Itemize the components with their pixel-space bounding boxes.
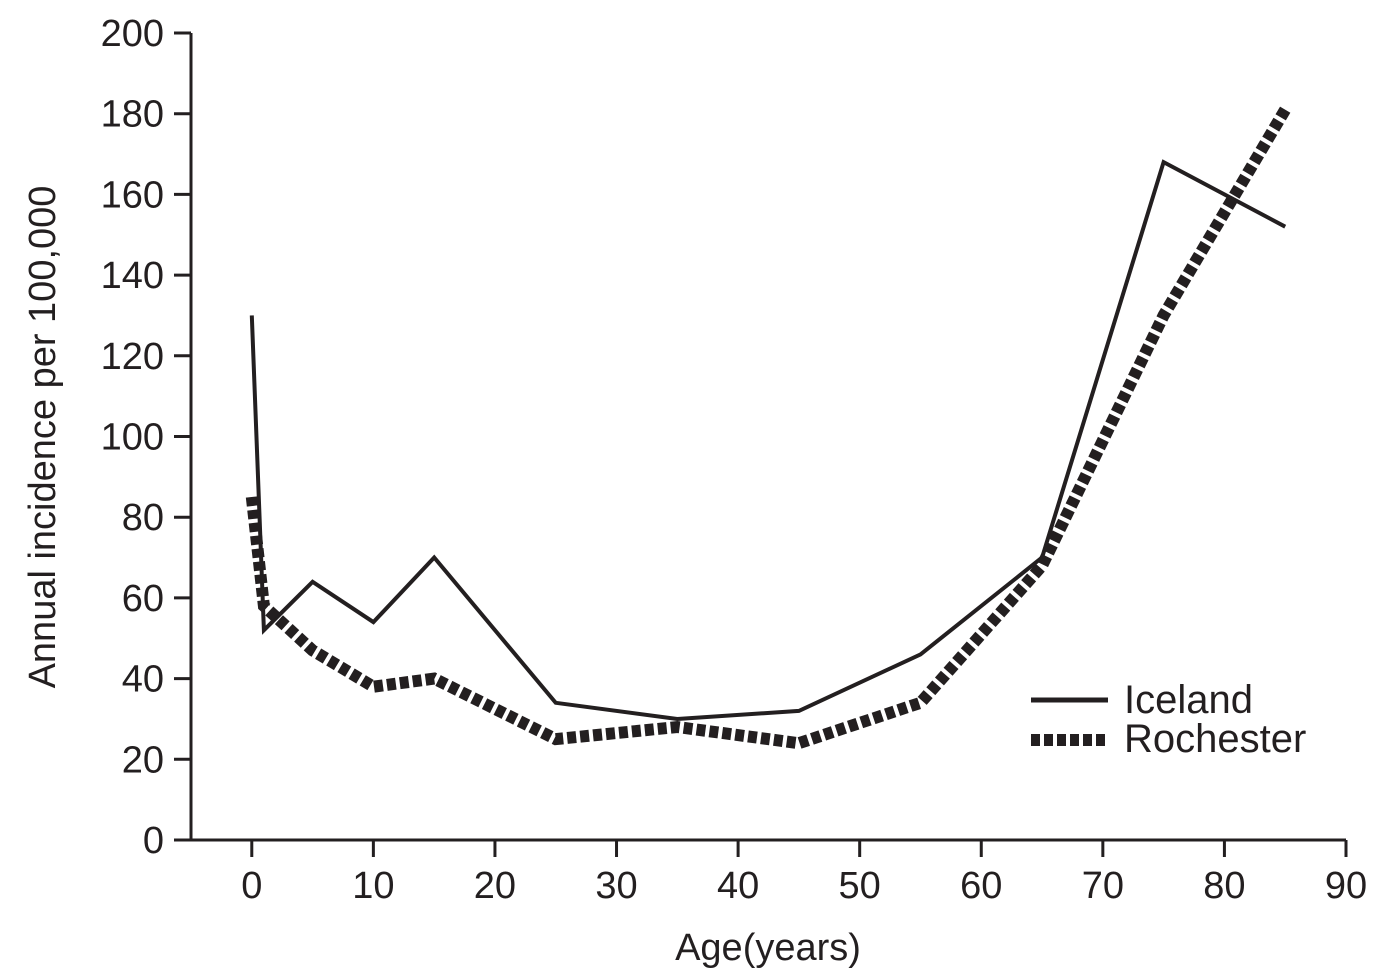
legend-label-iceland: Iceland [1124, 678, 1253, 722]
y-tick-label: 160 [101, 174, 164, 216]
y-tick-label: 120 [101, 336, 164, 378]
y-tick-label: 60 [122, 578, 164, 620]
y-tick-label: 0 [143, 820, 164, 862]
y-tick-label: 40 [122, 659, 164, 701]
x-tick-label: 60 [960, 865, 1002, 907]
legend-label-rochester: Rochester [1124, 717, 1306, 761]
x-tick-label: 10 [352, 865, 394, 907]
y-ticks: 0 20 40 60 80 100 120 140 160 180 200 [101, 13, 191, 862]
x-tick-label: 30 [595, 865, 637, 907]
x-tick-label: 0 [241, 865, 262, 907]
y-tick-label: 80 [122, 497, 164, 539]
y-tick-label: 180 [101, 94, 164, 136]
y-tick-label: 20 [122, 739, 164, 781]
x-tick-label: 40 [717, 865, 759, 907]
x-axis-label: Age(years) [675, 927, 861, 969]
x-tick-label: 70 [1082, 865, 1124, 907]
y-tick-label: 200 [101, 13, 164, 55]
x-tick-label: 90 [1325, 865, 1367, 907]
x-tick-label: 20 [474, 865, 516, 907]
x-tick-label: 50 [839, 865, 881, 907]
series-line-iceland [249, 159, 1287, 722]
x-ticks: 0 10 20 30 40 50 60 70 80 90 [241, 840, 1367, 907]
y-tick-label: 100 [101, 417, 164, 459]
legend: Iceland Rochester [1031, 678, 1306, 761]
x-axis: 0 10 20 30 40 50 60 70 80 90 [191, 838, 1367, 907]
x-tick-label: 80 [1203, 865, 1245, 907]
y-axis: 0 20 40 60 80 100 120 140 160 180 200 [101, 13, 193, 862]
series-layer [245, 106, 1291, 750]
y-tick-label: 140 [101, 255, 164, 297]
series-line-rochester [245, 106, 1291, 750]
y-axis-label: Annual incidence per 100,000 [22, 186, 64, 689]
